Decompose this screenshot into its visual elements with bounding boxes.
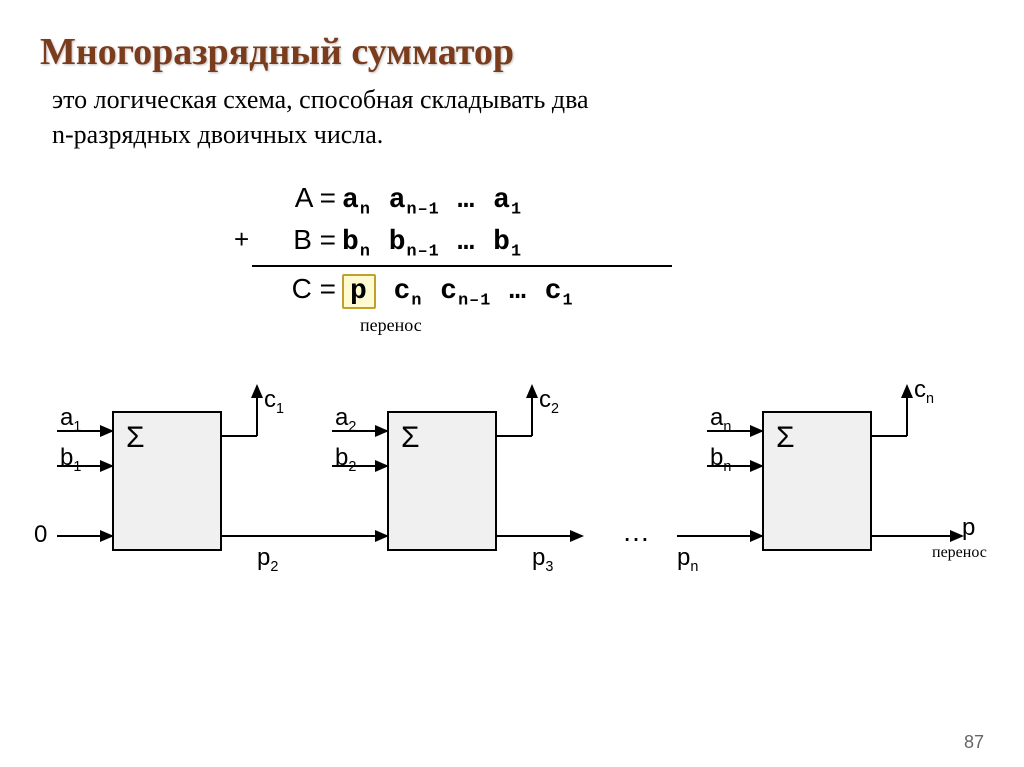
label-p2: p2 <box>257 544 278 575</box>
sigma-icon: Σ <box>776 421 795 455</box>
label-a1: a1 <box>60 404 81 435</box>
equation-row-a: A = an an–1 … a1 <box>252 182 772 220</box>
label-b2: b2 <box>335 444 356 475</box>
eq-b-lhs: B = <box>252 224 342 256</box>
label-c2: c2 <box>539 386 559 417</box>
sigma-icon: Σ <box>401 421 420 455</box>
eq-a-rhs: an an–1 … a1 <box>342 185 522 220</box>
eq-c-lhs: C = <box>252 273 342 305</box>
slide-subtitle: это логическая схема, способная складыва… <box>52 82 984 152</box>
label-b1: b1 <box>60 444 81 475</box>
equation-row-b: B = bn bn–1 … b1 <box>252 224 772 262</box>
sigma-icon: Σ <box>126 421 145 455</box>
subtitle-line2: n-разрядных двоичных числа. <box>52 120 383 149</box>
label-a2: a2 <box>335 404 356 435</box>
label-c1: c1 <box>264 386 284 417</box>
ellipsis: … <box>622 516 650 548</box>
carry-label: перенос <box>360 315 772 336</box>
page-number: 87 <box>964 732 984 753</box>
label-p-note: перенос <box>932 544 987 562</box>
equation-block: + A = an an–1 … a1 B = bn bn–1 … b1 C = … <box>252 182 772 336</box>
label-bn: bn <box>710 444 731 475</box>
label-an: an <box>710 404 731 435</box>
label-p-out: p <box>962 514 975 542</box>
subtitle-line1: это логическая схема, способная складыва… <box>52 85 589 114</box>
adder-block-1: Σ <box>112 411 222 551</box>
eq-b-rhs: bn bn–1 … b1 <box>342 227 522 262</box>
label-cn: cn <box>914 376 934 407</box>
eq-a-lhs: A = <box>252 182 342 214</box>
equation-divider <box>252 265 672 267</box>
adder-diagram: Σ a1 b1 0 c1 p2 Σ a2 b2 c2 p3 … Σ an bn … <box>42 366 982 626</box>
plus-sign: + <box>234 224 249 255</box>
slide-title: Многоразрядный сумматор <box>40 30 984 74</box>
carry-p-highlight: p <box>342 274 376 309</box>
adder-block-2: Σ <box>387 411 497 551</box>
eq-c-rhs: p cn cn–1 … c1 <box>342 274 574 311</box>
label-cin-0: 0 <box>34 521 47 549</box>
label-pn: pn <box>677 544 698 575</box>
equation-row-c: C = p cn cn–1 … c1 <box>252 273 772 311</box>
adder-block-n: Σ <box>762 411 872 551</box>
label-p3: p3 <box>532 544 553 575</box>
